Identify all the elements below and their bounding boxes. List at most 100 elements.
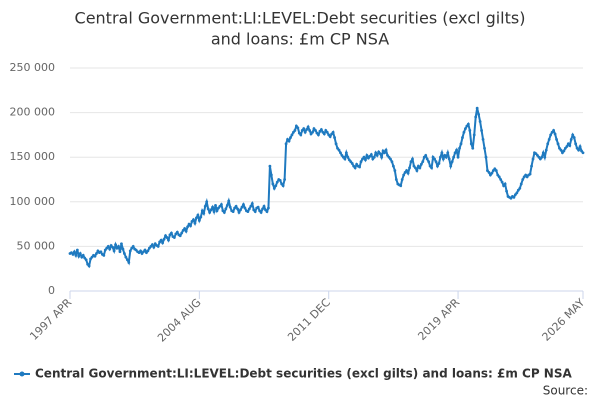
point xyxy=(143,248,147,252)
y-tick-label: 0 xyxy=(48,284,55,297)
point xyxy=(128,249,132,253)
point xyxy=(197,219,201,222)
point xyxy=(455,148,458,152)
point xyxy=(121,247,125,251)
point xyxy=(87,264,91,268)
point xyxy=(237,211,241,214)
point xyxy=(167,238,170,242)
legend-marker xyxy=(19,371,25,377)
point xyxy=(249,204,253,208)
point xyxy=(469,142,473,146)
point xyxy=(161,241,165,245)
point xyxy=(541,151,545,155)
point xyxy=(278,178,282,182)
point xyxy=(256,205,260,209)
point xyxy=(549,133,553,137)
point xyxy=(225,203,229,207)
point xyxy=(562,149,566,153)
point xyxy=(102,253,106,257)
point xyxy=(208,211,212,214)
point xyxy=(214,203,217,207)
point xyxy=(325,130,329,134)
point xyxy=(106,245,110,248)
point xyxy=(108,247,112,251)
point xyxy=(77,254,81,258)
point xyxy=(581,151,585,155)
point xyxy=(314,129,317,132)
point xyxy=(199,215,203,219)
point xyxy=(461,136,464,139)
point xyxy=(519,182,523,186)
point xyxy=(425,157,429,161)
point xyxy=(480,129,483,132)
point xyxy=(464,127,467,131)
point xyxy=(391,164,395,168)
y-tick-label: 50 000 xyxy=(17,239,56,252)
point xyxy=(271,182,275,186)
point xyxy=(186,225,189,229)
point xyxy=(346,155,350,159)
point xyxy=(180,231,184,235)
x-tick-label: 2019 APR xyxy=(415,296,462,343)
point xyxy=(462,130,466,134)
point xyxy=(275,180,279,184)
point xyxy=(165,236,169,239)
point xyxy=(333,136,336,139)
point xyxy=(124,255,128,259)
point xyxy=(118,250,122,254)
point xyxy=(515,191,519,195)
point xyxy=(478,120,482,123)
point xyxy=(402,173,406,177)
point xyxy=(555,137,558,141)
point xyxy=(353,166,357,170)
point xyxy=(120,242,123,246)
point xyxy=(559,148,563,152)
point xyxy=(337,148,341,152)
point xyxy=(331,130,335,134)
point xyxy=(447,157,451,161)
point xyxy=(156,245,160,248)
point xyxy=(487,170,491,174)
point xyxy=(436,164,439,168)
point xyxy=(358,165,361,169)
point xyxy=(466,122,470,126)
point xyxy=(531,157,535,161)
point xyxy=(212,210,216,214)
point xyxy=(93,254,97,258)
point xyxy=(84,258,88,262)
point xyxy=(543,155,547,159)
point xyxy=(375,154,379,157)
point xyxy=(247,207,251,211)
point xyxy=(265,210,269,214)
point xyxy=(206,207,210,211)
point xyxy=(259,211,263,214)
point xyxy=(239,208,242,212)
point xyxy=(540,155,544,159)
point xyxy=(364,158,367,162)
point xyxy=(569,137,573,141)
point xyxy=(127,261,131,264)
point xyxy=(81,253,85,257)
point xyxy=(452,155,456,159)
point xyxy=(471,146,475,150)
point xyxy=(399,184,403,188)
point xyxy=(322,132,326,136)
point xyxy=(459,142,463,146)
point xyxy=(339,151,342,155)
source: Source: xyxy=(543,384,588,398)
point xyxy=(162,237,166,241)
point xyxy=(178,234,182,238)
point xyxy=(283,178,287,181)
point xyxy=(359,160,363,164)
point xyxy=(281,184,285,188)
point xyxy=(228,205,232,209)
point xyxy=(203,204,207,208)
chart-title: and loans: £m CP NSA xyxy=(211,30,389,49)
point xyxy=(269,173,273,177)
x-tick-label: 2011 DEC xyxy=(285,296,333,344)
point xyxy=(383,151,386,155)
point xyxy=(192,218,195,222)
point xyxy=(202,211,206,215)
point xyxy=(547,137,551,141)
point xyxy=(497,175,501,179)
